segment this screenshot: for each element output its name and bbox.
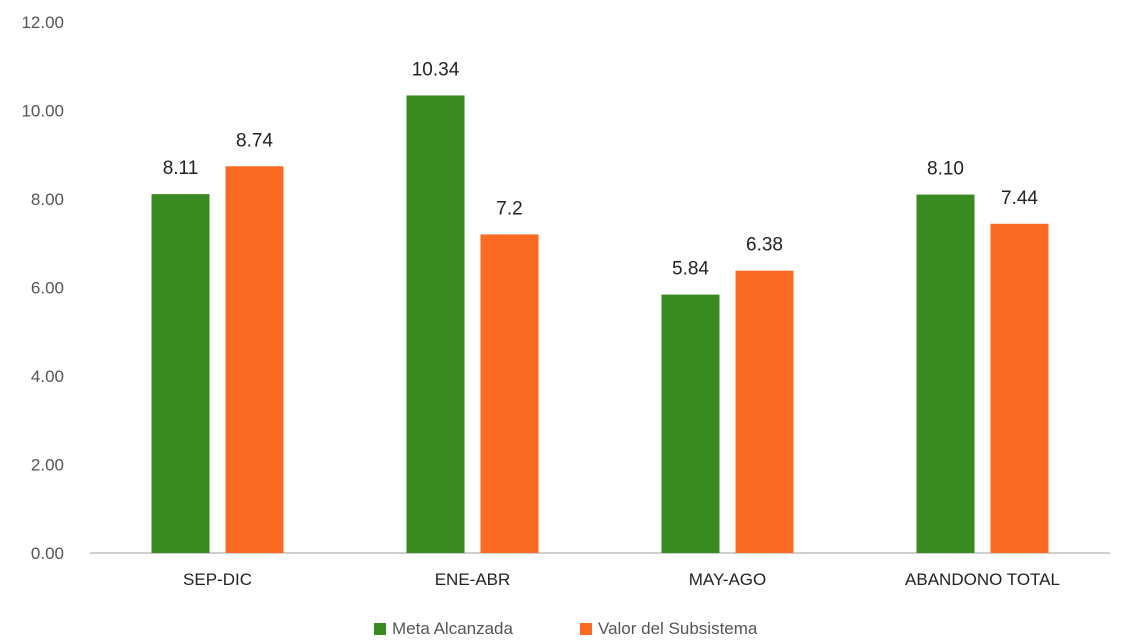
- data-labels: 8.11 8.74 10.34 7.2 5.84 6.38 8.10 7.44: [163, 59, 1039, 279]
- legend-label: Valor del Subsistema: [598, 619, 758, 638]
- legend-swatch: [580, 623, 592, 635]
- bar-meta-alcanzada: [661, 294, 720, 553]
- x-category-label: ENE-ABR: [435, 570, 511, 589]
- y-tick-label: 8.00: [31, 190, 64, 209]
- data-label: 7.44: [1001, 188, 1038, 209]
- y-tick-label: 10.00: [21, 102, 64, 121]
- x-category-label: MAY-AGO: [689, 570, 766, 589]
- bar-meta-alcanzada: [406, 95, 465, 553]
- bar-valor-del-subsistema: [225, 166, 284, 553]
- x-category-label: SEP-DIC: [183, 570, 252, 589]
- data-label: 10.34: [412, 59, 460, 80]
- legend-swatch: [374, 623, 386, 635]
- bar-valor-del-subsistema: [480, 234, 539, 553]
- y-tick-label: 2.00: [31, 456, 64, 475]
- bars: [151, 95, 1049, 553]
- data-label: 8.74: [236, 130, 273, 151]
- data-label: 5.84: [672, 259, 709, 280]
- bar-meta-alcanzada: [151, 194, 210, 553]
- bar-valor-del-subsistema: [735, 270, 794, 553]
- x-axis: SEP-DIC ENE-ABR MAY-AGO ABANDONO TOTAL: [183, 570, 1060, 589]
- data-label: 6.38: [746, 235, 783, 256]
- data-label: 8.11: [163, 158, 199, 179]
- legend: Meta Alcanzada Valor del Subsistema: [374, 619, 758, 638]
- legend-label: Meta Alcanzada: [392, 619, 514, 638]
- bar-valor-del-subsistema: [990, 223, 1049, 553]
- x-category-label: ABANDONO TOTAL: [905, 570, 1060, 589]
- y-tick-label: 12.00: [21, 13, 64, 32]
- y-tick-label: 4.00: [31, 367, 64, 386]
- y-tick-label: 0.00: [31, 544, 64, 563]
- y-axis: 0.00 2.00 4.00 6.00 8.00 10.00 12.00: [21, 13, 64, 563]
- y-tick-label: 6.00: [31, 279, 64, 298]
- data-label: 7.2: [496, 198, 522, 219]
- data-label: 8.10: [927, 159, 964, 180]
- bar-meta-alcanzada: [916, 194, 975, 553]
